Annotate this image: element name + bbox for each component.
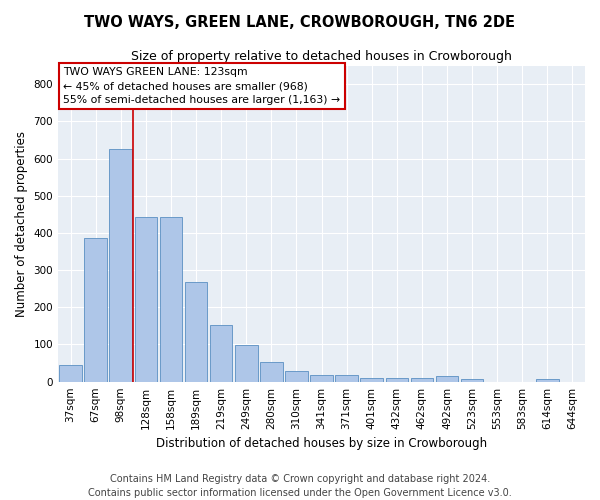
Text: TWO WAYS, GREEN LANE, CROWBOROUGH, TN6 2DE: TWO WAYS, GREEN LANE, CROWBOROUGH, TN6 2… bbox=[85, 15, 515, 30]
Bar bbox=[436, 376, 458, 382]
Bar bbox=[260, 362, 283, 382]
Bar bbox=[361, 378, 383, 382]
Bar bbox=[285, 371, 308, 382]
Bar bbox=[410, 378, 433, 382]
Text: TWO WAYS GREEN LANE: 123sqm
← 45% of detached houses are smaller (968)
55% of se: TWO WAYS GREEN LANE: 123sqm ← 45% of det… bbox=[64, 67, 340, 105]
Bar bbox=[386, 378, 408, 382]
Bar bbox=[185, 282, 208, 382]
Bar bbox=[109, 149, 132, 382]
Bar bbox=[160, 217, 182, 382]
Bar bbox=[59, 364, 82, 382]
Text: Contains HM Land Registry data © Crown copyright and database right 2024.
Contai: Contains HM Land Registry data © Crown c… bbox=[88, 474, 512, 498]
Bar bbox=[536, 379, 559, 382]
Bar bbox=[85, 238, 107, 382]
Bar bbox=[461, 379, 484, 382]
Bar bbox=[310, 376, 333, 382]
Title: Size of property relative to detached houses in Crowborough: Size of property relative to detached ho… bbox=[131, 50, 512, 63]
X-axis label: Distribution of detached houses by size in Crowborough: Distribution of detached houses by size … bbox=[156, 437, 487, 450]
Y-axis label: Number of detached properties: Number of detached properties bbox=[15, 130, 28, 316]
Bar bbox=[335, 376, 358, 382]
Bar bbox=[235, 345, 257, 382]
Bar bbox=[210, 325, 232, 382]
Bar bbox=[134, 217, 157, 382]
